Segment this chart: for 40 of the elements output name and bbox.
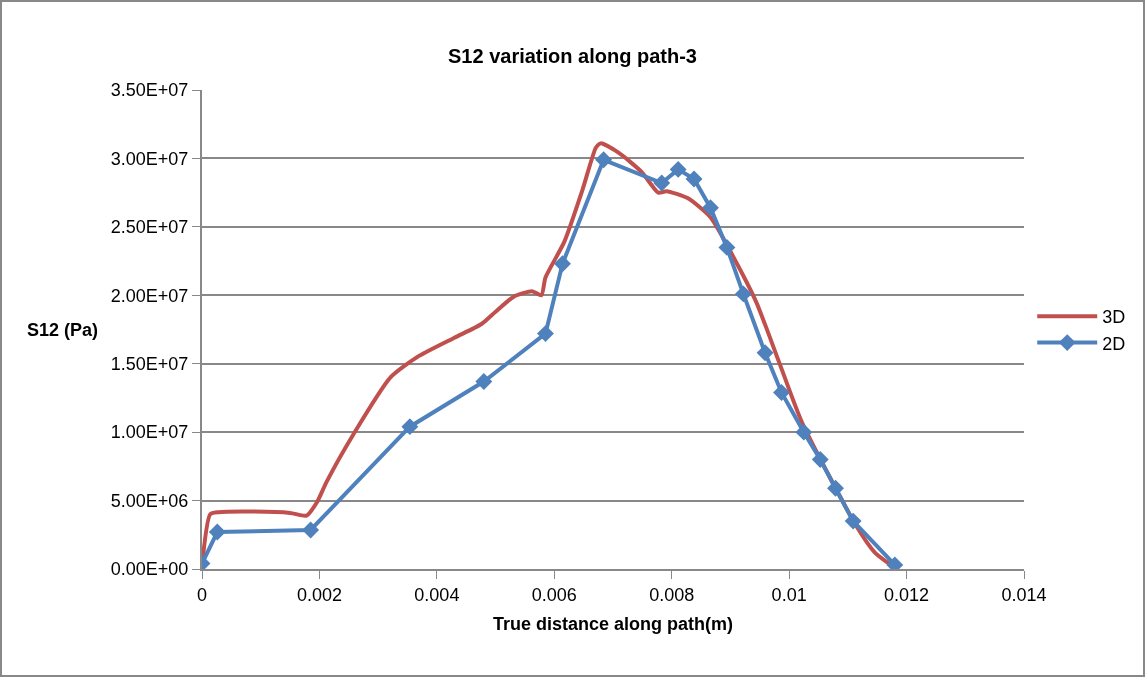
point (302, 521, 320, 539)
point (773, 384, 790, 401)
point (653, 174, 671, 192)
legend-label: 3D (1102, 307, 1126, 328)
point (669, 160, 687, 178)
chart-title: S12 variation along path-3 (448, 45, 697, 68)
y-tick-label: 0.00E+00 (110, 559, 189, 580)
x-tick-label: 0 (196, 584, 208, 605)
point (702, 199, 719, 217)
y-axis-title: S12 (Pa) (27, 320, 99, 340)
point (554, 255, 571, 273)
y-tick-label: 2.50E+07 (110, 217, 189, 238)
point (401, 418, 419, 436)
x-tick-label: 0.008 (649, 584, 695, 605)
x-tick-label: 0.014 (1001, 584, 1047, 605)
point (795, 423, 813, 441)
x-axis-title: True distance along path(m) (492, 614, 734, 635)
point (811, 451, 829, 468)
point (208, 523, 226, 541)
x-tick-label: 0.012 (884, 584, 930, 605)
point (844, 512, 862, 530)
y-tick-label: 3.00E+07 (110, 148, 189, 169)
legend-label: 2D (1102, 333, 1126, 354)
y-tick-label: 2.00E+07 (110, 285, 189, 306)
point (475, 373, 493, 390)
point (537, 325, 554, 343)
x-tick-label: 0.002 (296, 584, 342, 605)
y-tick-label: 3.50E+07 (110, 80, 189, 101)
x-tick-label: 0.01 (771, 584, 807, 605)
x-tick-label: 0.006 (531, 584, 577, 605)
point (685, 170, 703, 188)
point (734, 285, 752, 303)
y-tick-label: 1.00E+07 (110, 422, 189, 443)
point (827, 479, 844, 497)
point (756, 344, 774, 362)
y-tick-label: 1.50E+07 (110, 354, 189, 375)
point (595, 151, 613, 169)
y-tick-label: 5.00E+06 (110, 490, 189, 511)
x-tick-label: 0.004 (414, 584, 460, 605)
point (718, 238, 736, 256)
